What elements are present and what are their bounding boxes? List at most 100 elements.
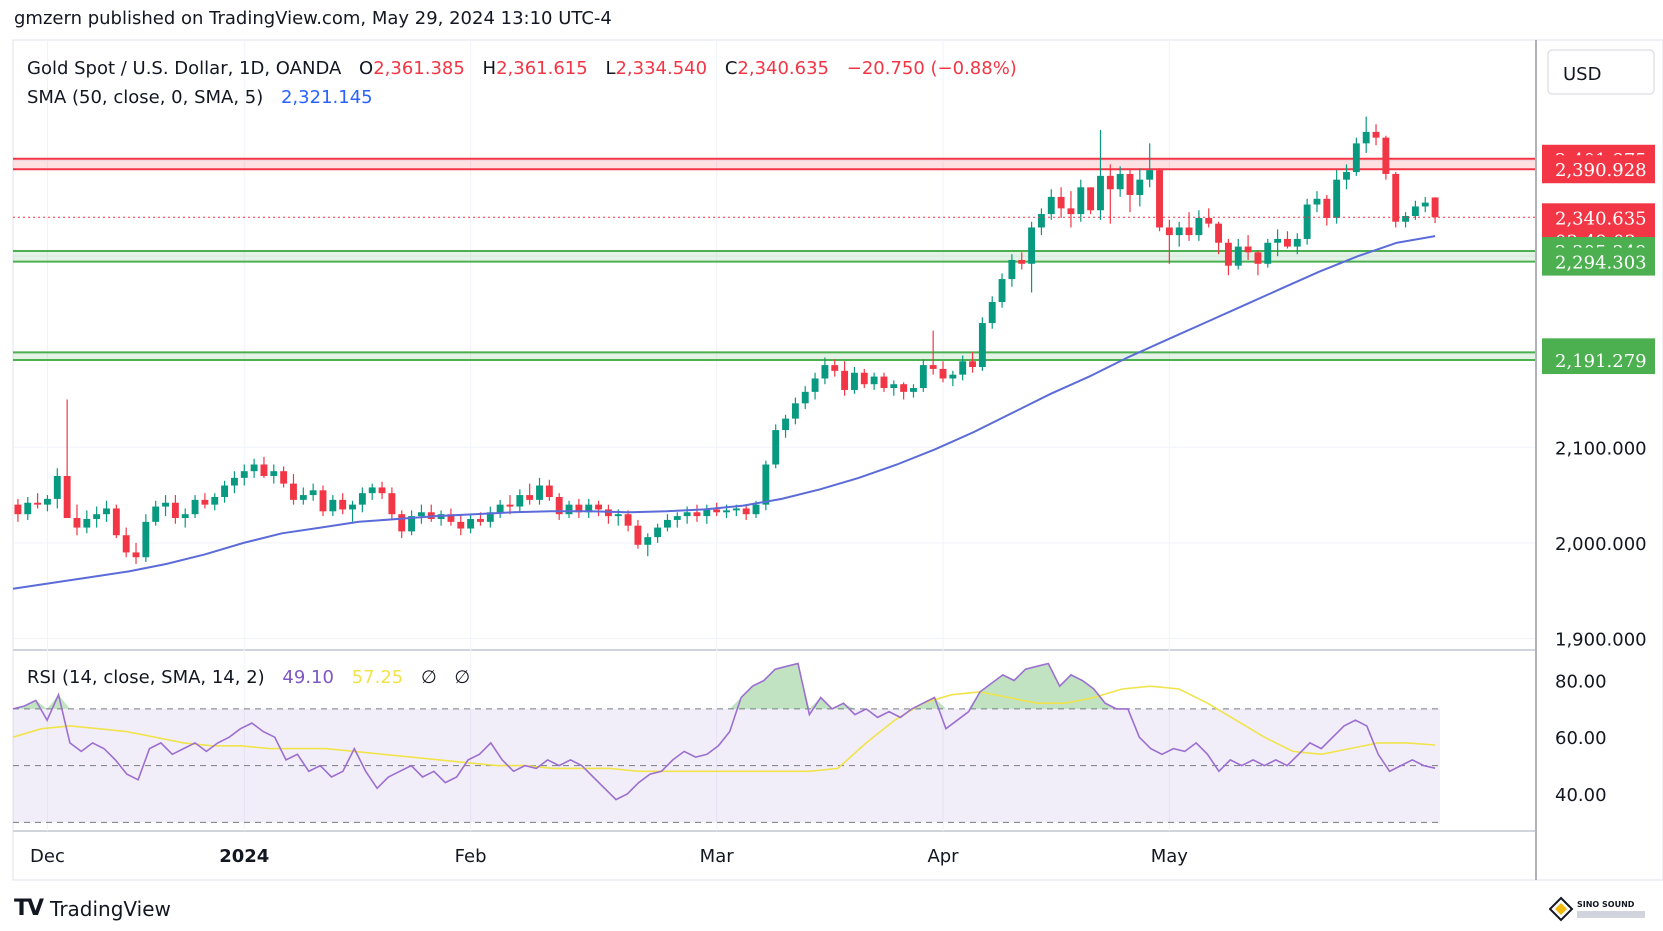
candle-body (664, 519, 671, 528)
candle (486, 506, 494, 528)
candle (1333, 170, 1341, 224)
candle-body (1382, 137, 1390, 174)
candle (309, 483, 317, 501)
candle (181, 508, 189, 528)
candle-body (1185, 227, 1193, 236)
candle-body (1165, 227, 1173, 236)
candle-body (230, 477, 238, 486)
candle (1411, 200, 1419, 220)
candle-body (919, 365, 927, 389)
candle (191, 495, 199, 519)
candle-body (1234, 246, 1242, 266)
candle-body (713, 509, 721, 513)
candle-body (368, 487, 376, 494)
candle-body (1116, 173, 1124, 190)
candle-body (63, 475, 71, 519)
candle-body (260, 464, 268, 476)
candle-body (122, 535, 130, 553)
candle (772, 424, 780, 469)
published-header: gmzern published on TradingView.com, May… (14, 8, 612, 29)
candle-body (870, 376, 878, 385)
candle-body (516, 495, 524, 507)
candle-body (1215, 223, 1223, 243)
candle (978, 317, 986, 371)
candle-body (811, 378, 819, 392)
candle (1215, 221, 1223, 255)
candle (782, 414, 789, 438)
candle-body (890, 384, 898, 389)
candle (585, 498, 593, 519)
candle-body (1205, 217, 1213, 224)
candle-body (506, 504, 514, 507)
candle (1018, 252, 1026, 270)
candle (83, 510, 91, 534)
candle-body (1431, 197, 1439, 218)
candle-body (900, 384, 908, 392)
candle-body (1284, 238, 1291, 247)
candle (811, 372, 819, 400)
candle-body (162, 502, 169, 507)
candle (1352, 137, 1360, 176)
candle (1254, 250, 1262, 276)
candle (1175, 221, 1183, 247)
candle-body (1362, 131, 1370, 144)
watermark-logo: SINO SOUND (1549, 896, 1645, 922)
time-tick-label: May (1151, 846, 1189, 867)
candle-body (614, 514, 622, 517)
candle (437, 510, 445, 526)
rsi-line (12, 662, 1436, 801)
candle (526, 483, 534, 505)
candle-body (1097, 175, 1104, 211)
candle (1057, 187, 1065, 218)
candle-body (34, 502, 42, 505)
candle (44, 495, 51, 512)
candle-body (969, 361, 976, 368)
candle-body (132, 552, 140, 558)
candle-body (358, 493, 366, 505)
candle (870, 372, 878, 390)
currency-button[interactable]: USD (1547, 49, 1655, 95)
time-axis[interactable]: Dec 2024 Feb Mar Apr May (30, 846, 1188, 867)
candle (850, 367, 858, 394)
candle-body (309, 490, 317, 496)
candle (417, 504, 425, 524)
candle-body (388, 493, 396, 515)
rsi-legend: RSI (14, close, SMA, 14, 2) 49.10 57.25 … (27, 667, 470, 688)
price-badge-label: 2,294.303 (1555, 253, 1647, 274)
candlestick-series (14, 116, 1439, 564)
candle (683, 506, 691, 524)
tradingview-logo[interactable]: TV TradingView (14, 896, 171, 921)
candle-body (1392, 173, 1400, 222)
time-tick-label: 2024 (219, 846, 269, 867)
candle (595, 500, 603, 517)
candle (555, 493, 563, 520)
candle (969, 351, 976, 373)
candle-body (408, 516, 416, 532)
tradingview-icon: TV (14, 896, 44, 921)
candle (457, 514, 465, 536)
candle-body (250, 464, 258, 472)
rsi-tick-label: 80.00 (1555, 672, 1607, 693)
candle-body (1244, 246, 1252, 253)
price-axis[interactable]: 2,100.000 2,000.000 1,900.000 (1555, 438, 1647, 650)
candle-body (536, 485, 543, 500)
candle (53, 468, 61, 509)
candle (1165, 219, 1173, 264)
candle (536, 477, 543, 505)
candle-body (831, 365, 839, 371)
candle (1116, 166, 1124, 197)
candle (1008, 254, 1016, 287)
candle-body (73, 518, 81, 528)
candle (447, 508, 455, 526)
candle-body (14, 504, 22, 515)
candle-body (290, 483, 297, 500)
candle-body (860, 372, 868, 385)
candle-body (841, 370, 849, 390)
candle (1284, 231, 1291, 249)
candle-body (988, 302, 996, 324)
time-tick-label: Apr (927, 846, 959, 867)
rsi-tick-label: 40.00 (1555, 785, 1607, 806)
candle (900, 382, 908, 400)
price-badge: 2,390.928 (1542, 155, 1655, 184)
